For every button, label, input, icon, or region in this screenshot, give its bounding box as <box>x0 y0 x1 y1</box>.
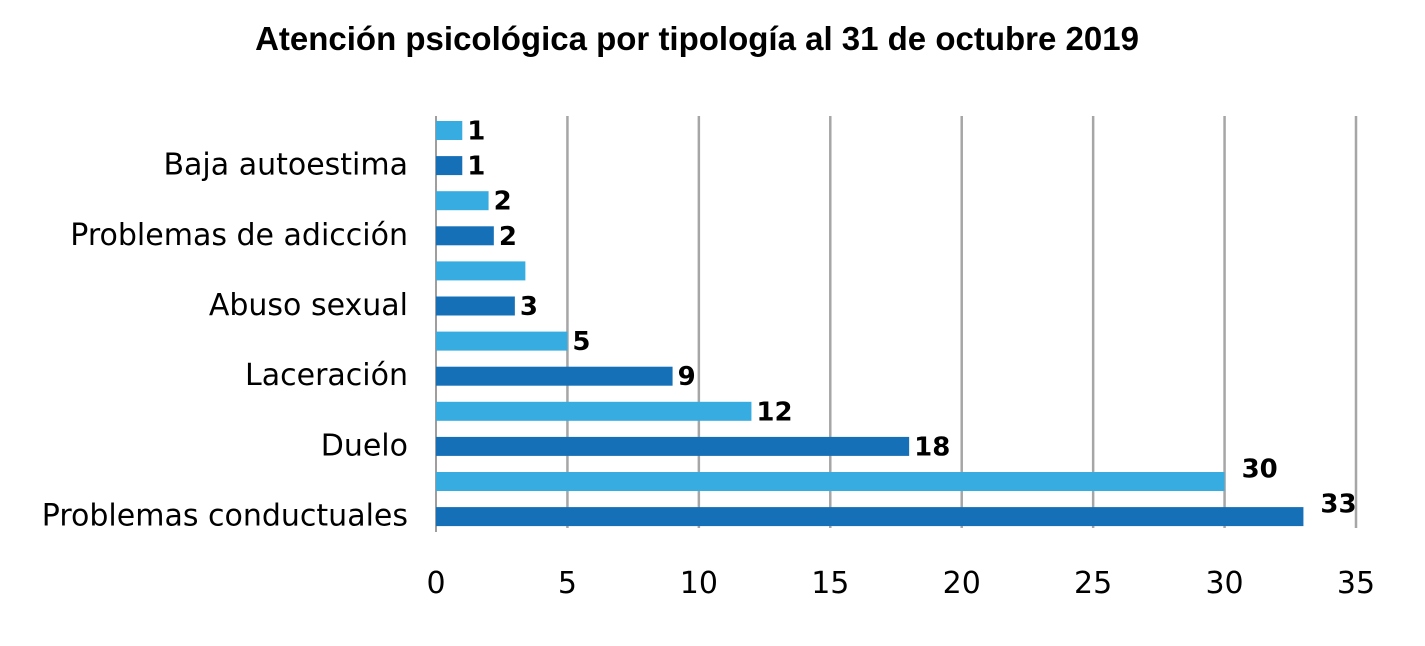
data-label: 30 <box>1242 455 1278 485</box>
category-label: Laceración <box>245 358 408 393</box>
data-label: 2 <box>494 187 512 217</box>
bar <box>436 507 1304 527</box>
category-label: Abuso sexual <box>209 288 408 323</box>
bar <box>436 191 489 211</box>
x-tick-label: 25 <box>1074 566 1112 601</box>
x-tick-label: 15 <box>811 566 849 601</box>
x-tick-label: 10 <box>680 566 718 601</box>
bar <box>436 436 910 456</box>
data-label: 33 <box>1320 490 1356 520</box>
data-label: 9 <box>678 362 696 392</box>
data-label: 2 <box>499 222 517 252</box>
bar <box>436 156 463 176</box>
data-label: 12 <box>756 397 792 427</box>
bar <box>436 261 526 281</box>
bar <box>436 472 1225 491</box>
category-label: Problemas conductuales <box>42 499 408 534</box>
x-axis-ticks: 0 5 10 15 20 25 30 35 <box>426 566 1375 601</box>
data-label: 18 <box>914 432 950 462</box>
category-labels: Baja autoestima Problemas de adicción Abus… <box>42 148 408 534</box>
x-tick-label: 0 <box>426 566 445 601</box>
data-label: 1 <box>467 117 485 147</box>
chart-title: Atención psicológica por tipología al 31… <box>255 20 1139 57</box>
gridlines <box>435 116 1358 532</box>
data-label: 5 <box>572 327 590 357</box>
data-label: 3 <box>520 292 538 322</box>
bar <box>436 331 568 351</box>
bar <box>436 401 752 421</box>
x-tick-label: 5 <box>558 566 577 601</box>
data-label: 1 <box>467 152 485 182</box>
bar <box>436 121 463 140</box>
category-label: Duelo <box>321 428 408 463</box>
bar <box>436 296 515 316</box>
x-tick-label: 35 <box>1337 566 1375 601</box>
category-label: Problemas de adicción <box>70 218 408 253</box>
bar <box>436 226 494 246</box>
bar <box>436 366 673 386</box>
x-tick-label: 30 <box>1205 566 1243 601</box>
x-tick-label: 20 <box>943 566 981 601</box>
category-label: Baja autoestima <box>163 148 408 183</box>
bars <box>436 121 1304 527</box>
